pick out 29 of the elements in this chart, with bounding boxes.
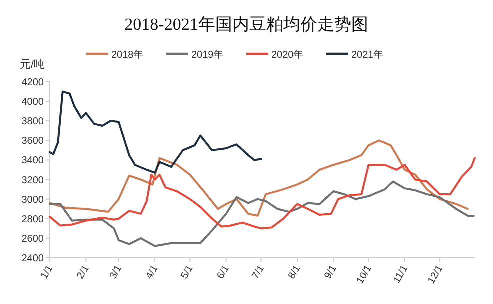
- legend-label: 2021年: [352, 49, 384, 61]
- y-tick-label: 3600: [22, 136, 44, 148]
- line-series: [49, 140, 469, 217]
- y-tick-label: 3000: [22, 194, 44, 206]
- x-tick-label: 4/1: [144, 263, 161, 282]
- line-series: [49, 157, 476, 230]
- x-tick-label: 7/1: [250, 263, 268, 282]
- y-tick-label: 3800: [22, 116, 44, 128]
- x-tick-label: 1/1: [39, 263, 56, 282]
- y-tick-label: 2800: [22, 214, 44, 226]
- x-tick-label: 8/1: [286, 263, 304, 282]
- x-tick-label: 3/1: [108, 263, 125, 282]
- y-tick-label: 4000: [22, 97, 44, 108]
- chart-title: 2018-2021年国内豆粕均价走势图: [124, 15, 368, 34]
- legend-label: 2018年: [112, 49, 144, 61]
- y-tick-label: 2600: [22, 234, 44, 245]
- x-tick-label: 2/1: [75, 263, 92, 282]
- y-tick-label: 3200: [22, 175, 44, 186]
- y-tick-label: 2400: [22, 254, 44, 264]
- y-tick-label: 4200: [22, 78, 44, 88]
- y-axis-title: 元/吨: [20, 58, 46, 71]
- line-series: [49, 90, 262, 174]
- line-series: [49, 180, 475, 248]
- x-tick-label: 9/1: [322, 263, 340, 282]
- x-tick-label: 5/1: [179, 263, 196, 282]
- legend-label: 2019年: [192, 49, 224, 61]
- y-tick-label: 3400: [22, 156, 44, 167]
- x-tick-label: 6/1: [215, 263, 232, 282]
- legend-label: 2020年: [272, 49, 304, 61]
